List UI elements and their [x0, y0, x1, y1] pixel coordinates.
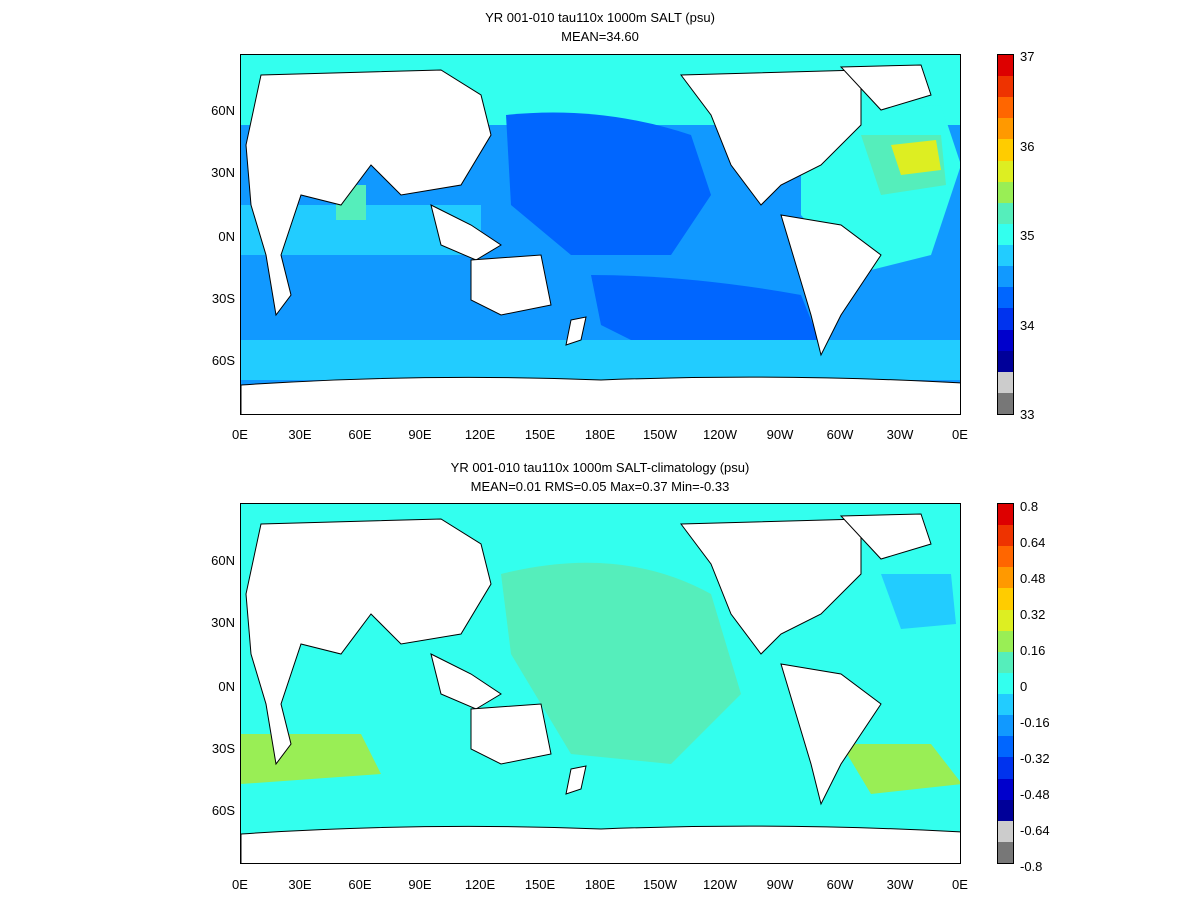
lon-label: 60E	[348, 877, 372, 892]
lon-label: 90E	[408, 877, 432, 892]
colorbar-segment	[998, 546, 1013, 569]
colorbar-segment	[998, 223, 1013, 246]
colorbar-segment	[998, 181, 1013, 204]
lat-label: 30N	[211, 165, 235, 180]
lat-label: 60S	[211, 353, 235, 368]
colorbar-label: 0.8	[1020, 499, 1039, 514]
colorbar-segment	[998, 287, 1013, 310]
lat-label: 60N	[211, 103, 235, 118]
lat-label: 30S	[211, 291, 235, 306]
colorbar-label: -0.48	[1020, 787, 1050, 802]
map-graphic	[241, 55, 960, 414]
colorbar-segment	[998, 329, 1013, 352]
colorbar-segment	[998, 757, 1013, 780]
lon-label: 120E	[464, 427, 496, 442]
colorbar-label: 0	[1020, 679, 1028, 694]
colorbar-label: 33	[1020, 407, 1035, 422]
lon-label: 90W	[766, 877, 794, 892]
lat-label: 0N	[218, 229, 235, 244]
anomaly-map	[240, 503, 961, 864]
colorbar-segment	[998, 567, 1013, 590]
lon-label: 120E	[464, 877, 496, 892]
lat-label: 30N	[211, 615, 235, 630]
lon-label: 150E	[524, 877, 556, 892]
lon-label: 0E	[952, 877, 968, 892]
lon-label: 90E	[408, 427, 432, 442]
lon-label: 60W	[826, 877, 854, 892]
lon-label: 120W	[703, 877, 737, 892]
colorbar-segment	[998, 588, 1013, 611]
colorbar-segment	[998, 841, 1013, 863]
colorbar-label: 34	[1020, 318, 1035, 333]
lon-label: 30W	[886, 877, 914, 892]
lat-label: 30S	[211, 741, 235, 756]
lon-label: 0E	[232, 427, 248, 442]
colorbar-label: -0.8	[1020, 859, 1043, 874]
lat-label: 60N	[211, 553, 235, 568]
lon-label: 0E	[232, 877, 248, 892]
colorbar-segment	[998, 799, 1013, 822]
colorbar-segment	[998, 350, 1013, 373]
colorbar-segment	[998, 392, 1013, 414]
colorbar-segment	[998, 715, 1013, 738]
colorbar-segment	[998, 202, 1013, 225]
lat-label: 60S	[211, 803, 235, 818]
panel-subtitle: MEAN=34.60	[561, 29, 639, 44]
lon-label: 60W	[826, 427, 854, 442]
colorbar-segment	[998, 118, 1013, 141]
panel-subtitle: MEAN=0.01 RMS=0.05 Max=0.37 Min=-0.33	[470, 479, 730, 494]
colorbar-label: -0.64	[1020, 823, 1050, 838]
colorbar	[997, 503, 1014, 864]
colorbar-label: 0.48	[1020, 571, 1046, 586]
colorbar-segment	[998, 55, 1013, 77]
colorbar-label: -0.16	[1020, 715, 1050, 730]
lon-label: 180E	[584, 427, 616, 442]
colorbar-segment	[998, 651, 1013, 674]
lon-label: 90W	[766, 427, 794, 442]
colorbar-segment	[998, 97, 1013, 120]
salinity-map	[240, 54, 961, 415]
lon-label: 30E	[288, 427, 312, 442]
colorbar-segment	[998, 308, 1013, 331]
colorbar-segment	[998, 504, 1013, 526]
colorbar-label: 0.64	[1020, 535, 1046, 550]
colorbar-segment	[998, 820, 1013, 843]
colorbar-segment	[998, 76, 1013, 99]
colorbar-segment	[998, 778, 1013, 801]
colorbar-segment	[998, 630, 1013, 653]
lon-label: 150W	[643, 877, 677, 892]
lon-label: 60E	[348, 427, 372, 442]
colorbar-segment	[998, 139, 1013, 162]
colorbar-segment	[998, 672, 1013, 695]
colorbar-label: -0.32	[1020, 751, 1050, 766]
colorbar-segment	[998, 160, 1013, 183]
lon-label: 0E	[952, 427, 968, 442]
colorbar-label: 0.32	[1020, 607, 1046, 622]
colorbar-label: 0.16	[1020, 643, 1046, 658]
colorbar-label: 35	[1020, 228, 1035, 243]
colorbar-segment	[998, 266, 1013, 289]
map-graphic	[241, 504, 960, 863]
colorbar-segment	[998, 609, 1013, 632]
lon-label: 150E	[524, 427, 556, 442]
panel-title: YR 001-010 tau110x 1000m SALT-climatolog…	[450, 460, 750, 475]
colorbar-segment	[998, 245, 1013, 268]
colorbar-segment	[998, 694, 1013, 717]
lon-label: 150W	[643, 427, 677, 442]
lat-label: 0N	[218, 679, 235, 694]
lon-label: 30E	[288, 877, 312, 892]
colorbar	[997, 54, 1014, 415]
colorbar-segment	[998, 371, 1013, 394]
colorbar-label: 36	[1020, 139, 1035, 154]
lon-label: 30W	[886, 427, 914, 442]
lon-label: 180E	[584, 877, 616, 892]
panel-title: YR 001-010 tau110x 1000m SALT (psu)	[485, 10, 715, 25]
colorbar-segment	[998, 736, 1013, 759]
lon-label: 120W	[703, 427, 737, 442]
colorbar-segment	[998, 525, 1013, 548]
colorbar-label: 37	[1020, 49, 1035, 64]
